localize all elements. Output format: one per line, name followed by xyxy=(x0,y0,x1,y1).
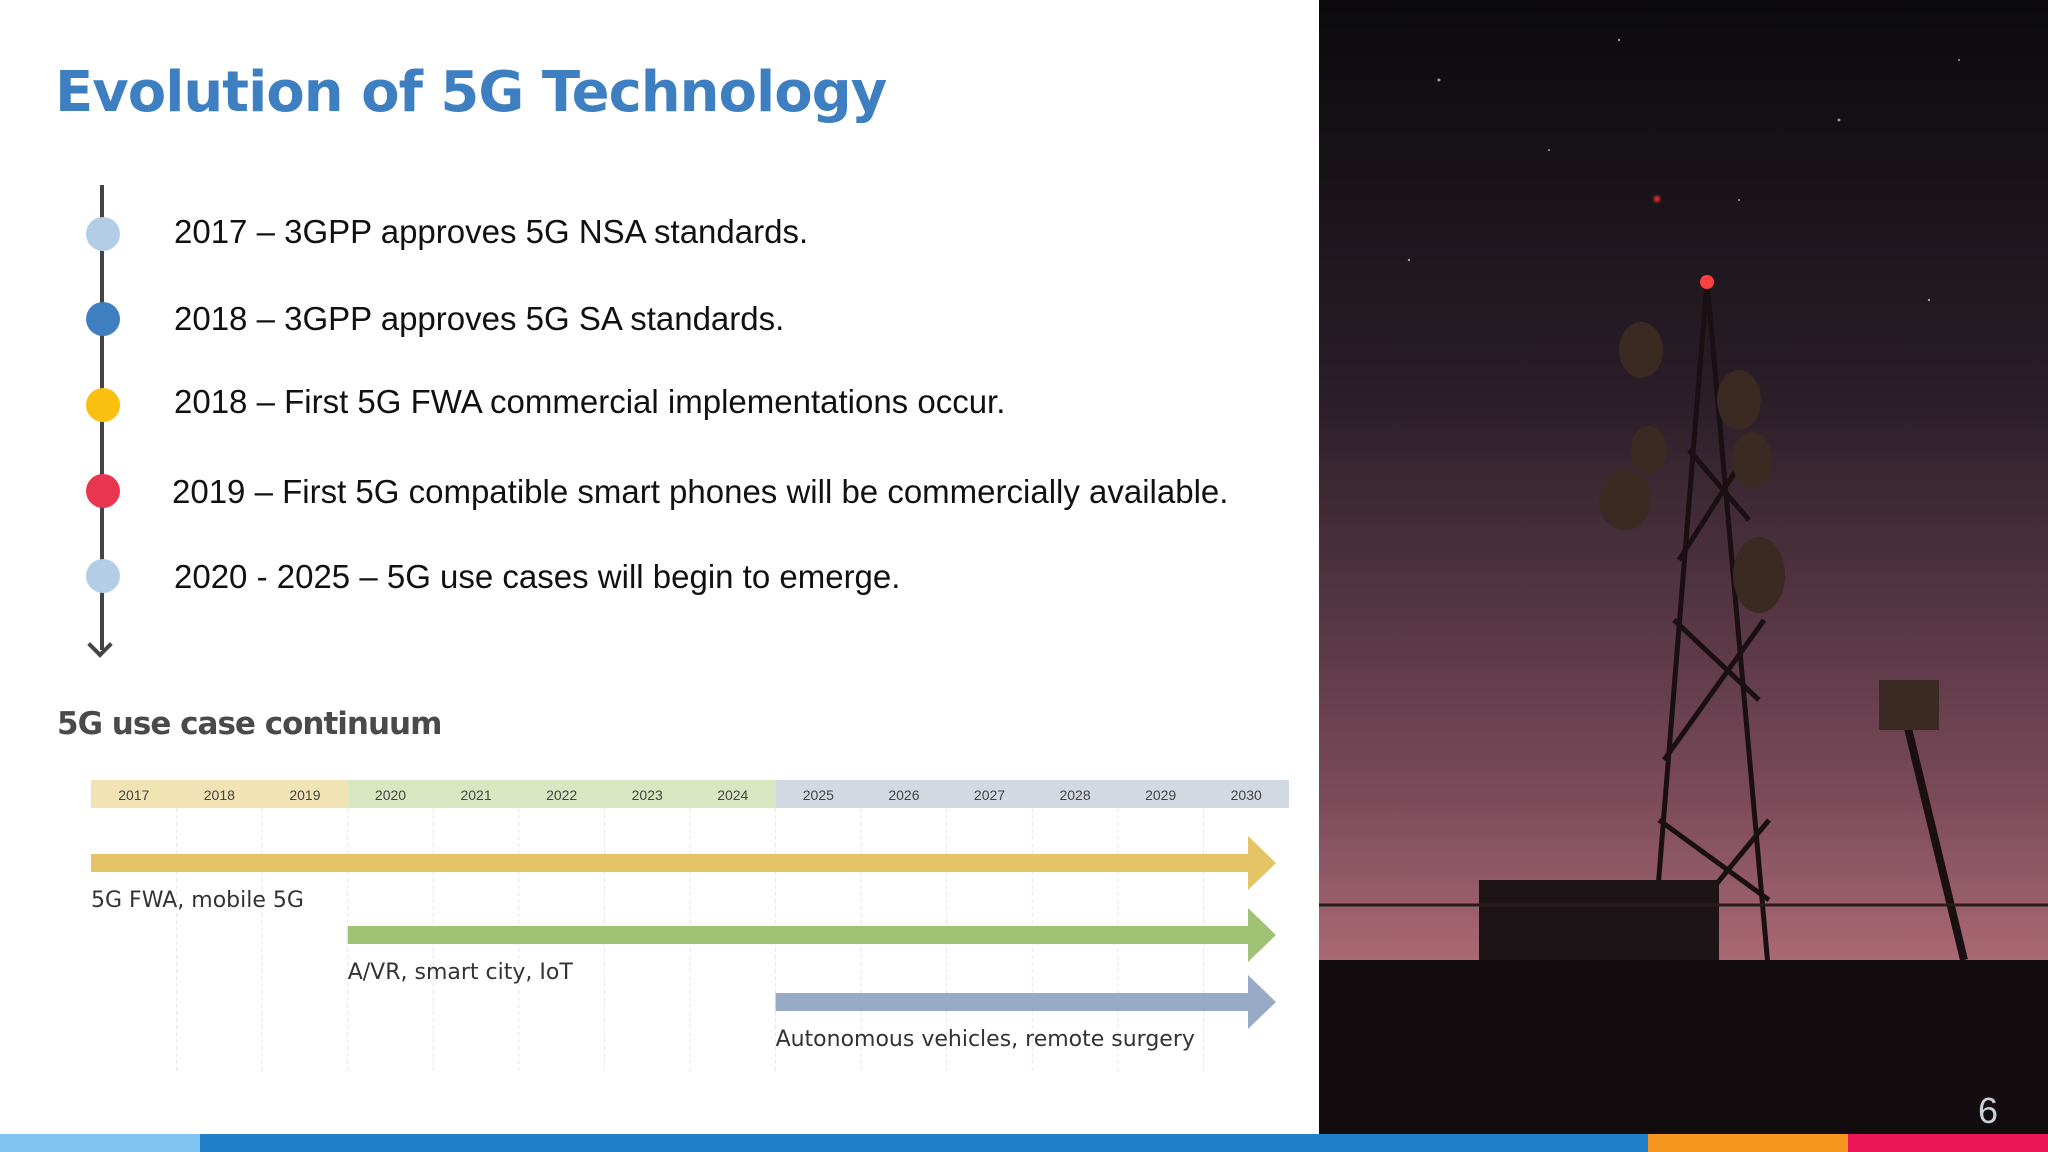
year-label: 2018 xyxy=(204,787,235,803)
year-label: 2021 xyxy=(460,787,491,803)
use-case-chart: 2017 2018 2019 2020 2021 2022 2023 2024 2025 2026… xyxy=(91,780,1289,1072)
year-label: 2027 xyxy=(974,787,1005,803)
year-label: 2028 xyxy=(1059,787,1090,803)
arrow-head-icon xyxy=(1248,975,1276,1029)
timeline-item: 2018 – 3GPP approves 5G SA standards. xyxy=(174,300,785,337)
use-case-arrow xyxy=(91,854,1250,872)
year-label: 2029 xyxy=(1145,787,1176,803)
timeline-item: 2018 – First 5G FWA commercial implement… xyxy=(174,383,1006,420)
use-case-arrow xyxy=(347,926,1250,944)
use-case-arrow xyxy=(775,993,1250,1011)
timeline-dot xyxy=(86,302,120,336)
use-case-label: A/VR, smart city, IoT xyxy=(348,960,574,985)
year-label: 2017 xyxy=(118,787,149,803)
footer-bar-segment xyxy=(1848,1134,2048,1152)
year-label: 2026 xyxy=(888,787,919,803)
year-label: 2020 xyxy=(375,787,406,803)
era-band xyxy=(91,780,348,808)
timeline-item: 2017 – 3GPP approves 5G NSA standards. xyxy=(174,213,809,250)
arrow-head-icon xyxy=(1248,836,1276,890)
use-case-label: Autonomous vehicles, remote surgery xyxy=(776,1027,1195,1052)
footer-bar-segment xyxy=(1648,1134,1848,1152)
page-title: Evolution of 5G Technology xyxy=(55,60,887,125)
year-label: 2019 xyxy=(289,787,320,803)
timeline-dot xyxy=(86,474,120,508)
year-label: 2023 xyxy=(632,787,663,803)
year-label: 2024 xyxy=(717,787,748,803)
timeline-dot xyxy=(86,217,120,251)
cell-tower-photo xyxy=(1319,0,2048,1134)
timeline-dot xyxy=(86,559,120,593)
era-band xyxy=(775,780,1289,808)
year-label: 2030 xyxy=(1231,787,1262,803)
year-label: 2022 xyxy=(546,787,577,803)
year-label: 2025 xyxy=(803,787,834,803)
timeline-item: 2019 – First 5G compatible smart phones … xyxy=(172,473,1229,510)
timeline-dot xyxy=(86,388,120,422)
footer-bar-segment xyxy=(200,1134,1648,1152)
use-case-label: 5G FWA, mobile 5G xyxy=(91,888,304,913)
timeline-item: 2020 - 2025 – 5G use cases will begin to… xyxy=(174,558,901,595)
page-number: 6 xyxy=(1978,1090,1999,1131)
footer-bar-segment xyxy=(0,1134,200,1152)
chart-title: 5G use case continuum xyxy=(57,706,442,742)
era-band xyxy=(347,780,776,808)
arrow-head-icon xyxy=(1248,908,1276,962)
